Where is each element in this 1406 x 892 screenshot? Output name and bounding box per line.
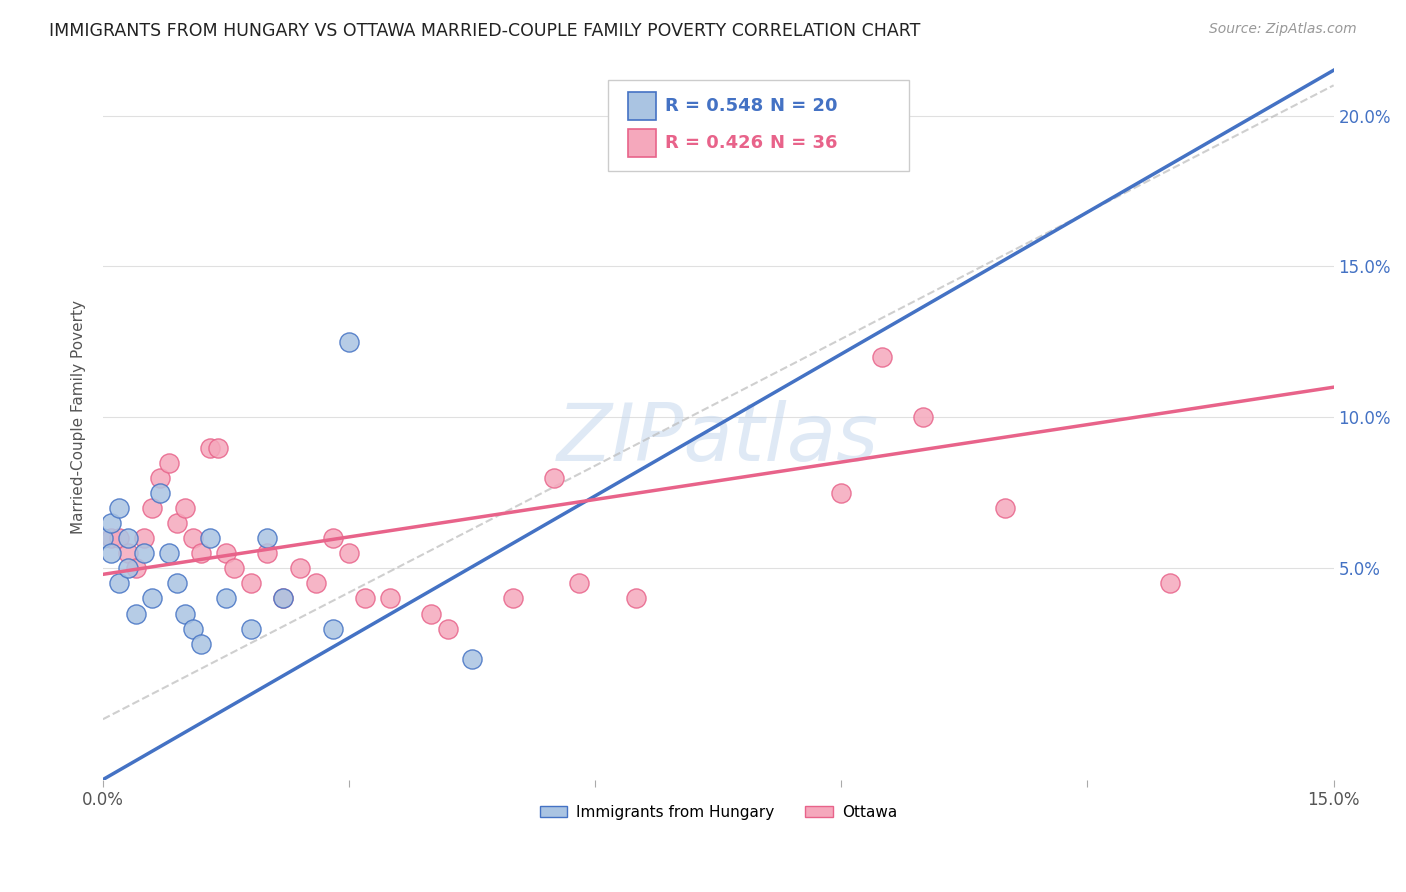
Point: [181, 531, 204, 545]
Y-axis label: Married-Couple Family Poverty: Married-Couple Family Poverty: [72, 301, 86, 534]
Point: [354, 591, 377, 606]
Point: [420, 607, 443, 621]
FancyBboxPatch shape: [628, 129, 655, 157]
Text: R = 0.426: R = 0.426: [665, 134, 763, 152]
Point: [117, 546, 139, 560]
Point: [190, 637, 212, 651]
Point: [132, 546, 155, 560]
Point: [157, 546, 180, 560]
Point: [149, 471, 172, 485]
Text: N = 36: N = 36: [770, 134, 838, 152]
Point: [337, 334, 360, 349]
Point: [198, 531, 221, 545]
Point: [207, 441, 229, 455]
Point: [830, 486, 852, 500]
Point: [502, 591, 524, 606]
Point: [100, 531, 122, 545]
FancyBboxPatch shape: [607, 80, 910, 171]
Point: [100, 516, 122, 530]
Point: [132, 531, 155, 545]
Text: IMMIGRANTS FROM HUNGARY VS OTTAWA MARRIED-COUPLE FAMILY POVERTY CORRELATION CHAR: IMMIGRANTS FROM HUNGARY VS OTTAWA MARRIE…: [49, 22, 921, 40]
Point: [141, 591, 163, 606]
Point: [125, 561, 148, 575]
Point: [322, 531, 344, 545]
Point: [108, 500, 131, 515]
Point: [91, 531, 114, 545]
Point: [174, 607, 197, 621]
Point: [174, 500, 197, 515]
Point: [108, 531, 131, 545]
Point: [239, 622, 262, 636]
Text: Source: ZipAtlas.com: Source: ZipAtlas.com: [1209, 22, 1357, 37]
Point: [256, 531, 278, 545]
Point: [117, 561, 139, 575]
Point: [198, 441, 221, 455]
Point: [215, 546, 238, 560]
Point: [1159, 576, 1181, 591]
Point: [256, 546, 278, 560]
Point: [117, 531, 139, 545]
Point: [461, 652, 484, 666]
Point: [166, 576, 188, 591]
Point: [872, 350, 894, 364]
Point: [322, 622, 344, 636]
Text: N = 20: N = 20: [770, 97, 838, 115]
Point: [181, 622, 204, 636]
Point: [215, 591, 238, 606]
Text: ZIPatlas: ZIPatlas: [557, 401, 879, 478]
Point: [994, 500, 1017, 515]
Point: [166, 516, 188, 530]
Point: [337, 546, 360, 560]
Point: [100, 546, 122, 560]
Point: [912, 410, 935, 425]
Point: [157, 456, 180, 470]
Point: [125, 607, 148, 621]
Legend: Immigrants from Hungary, Ottawa: Immigrants from Hungary, Ottawa: [533, 799, 903, 826]
Point: [190, 546, 212, 560]
FancyBboxPatch shape: [628, 93, 655, 120]
Point: [141, 500, 163, 515]
Point: [273, 591, 295, 606]
Point: [436, 622, 458, 636]
Point: [543, 471, 565, 485]
Point: [568, 576, 591, 591]
Point: [108, 576, 131, 591]
Point: [224, 561, 246, 575]
Point: [273, 591, 295, 606]
Point: [305, 576, 328, 591]
Point: [626, 591, 648, 606]
Point: [378, 591, 401, 606]
Point: [288, 561, 311, 575]
Point: [239, 576, 262, 591]
Point: [149, 486, 172, 500]
Text: R = 0.548: R = 0.548: [665, 97, 763, 115]
